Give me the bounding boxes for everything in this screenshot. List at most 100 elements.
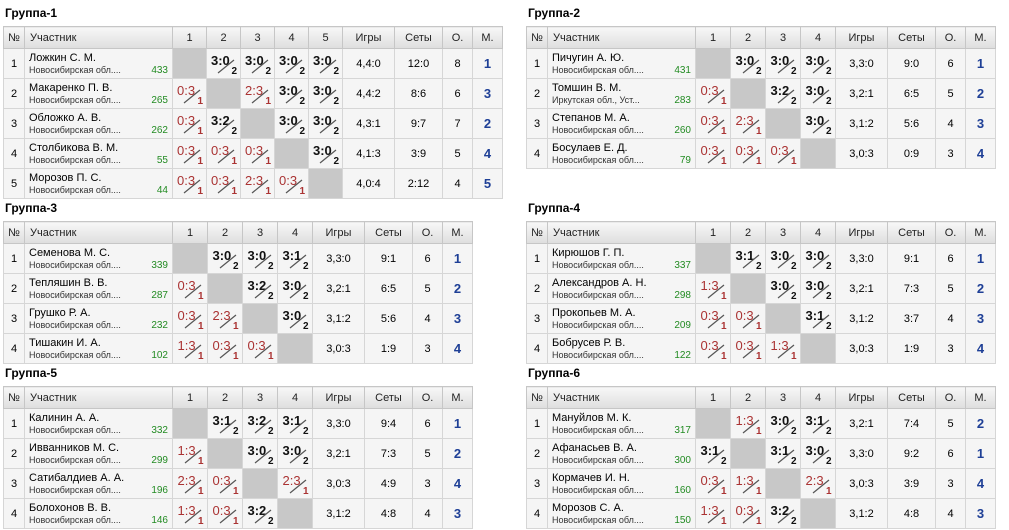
match-result[interactable]: 3:0 2 <box>800 108 836 139</box>
header-participant[interactable]: Участник <box>24 26 173 49</box>
match-result[interactable]: 0:3 1 <box>730 333 766 364</box>
header-place[interactable]: М. <box>965 386 996 409</box>
match-result[interactable]: 3:0 2 <box>765 273 801 304</box>
header-points[interactable]: О. <box>935 221 966 244</box>
header-place[interactable]: М. <box>965 221 996 244</box>
header-points[interactable]: О. <box>442 26 473 49</box>
header-participant[interactable]: Участник <box>24 386 173 409</box>
header-games[interactable]: Игры <box>312 386 365 409</box>
header-points[interactable]: О. <box>412 221 443 244</box>
player-cell[interactable]: Мануйлов М. К. Новосибирская обл.... 317 <box>547 408 696 439</box>
match-result[interactable]: 0:3 1 <box>207 498 243 529</box>
match-result[interactable]: 3:2 2 <box>242 273 278 304</box>
header-points[interactable]: О. <box>935 386 966 409</box>
player-cell[interactable]: Александров А. Н. Новосибирская обл.... 29… <box>547 273 696 304</box>
match-result[interactable]: 0:3 1 <box>172 108 207 139</box>
match-result[interactable]: 2:3 1 <box>207 303 243 334</box>
match-result[interactable]: 3:0 2 <box>800 48 836 79</box>
match-result[interactable]: 2:3 1 <box>172 468 208 499</box>
match-result[interactable]: 3:0 2 <box>274 78 309 109</box>
header-sets[interactable]: Сеты <box>364 386 413 409</box>
player-name[interactable]: Морозов П. С. <box>29 172 102 184</box>
player-cell[interactable]: Кормачев И. Н. Новосибирская обл.... 160 <box>547 468 696 499</box>
match-result[interactable]: 3:0 2 <box>240 48 275 79</box>
header-participant[interactable]: Участник <box>547 26 696 49</box>
match-result[interactable]: 3:1 2 <box>800 408 836 439</box>
match-result[interactable]: 3:0 2 <box>242 438 278 469</box>
player-name[interactable]: Александров А. Н. <box>552 277 647 289</box>
match-result[interactable]: 3:2 2 <box>765 78 801 109</box>
match-result[interactable]: 0:3 1 <box>172 273 208 304</box>
match-result[interactable]: 3:2 2 <box>242 498 278 529</box>
header-sets[interactable]: Сеты <box>394 26 443 49</box>
match-result[interactable]: 3:0 2 <box>730 48 766 79</box>
player-cell[interactable]: Степанов М. А. Новосибирская обл.... 260 <box>547 108 696 139</box>
player-name[interactable]: Степанов М. А. <box>552 112 630 124</box>
player-cell[interactable]: Тепляшин В. В. Новосибирская обл.... 287 <box>24 273 173 304</box>
match-result[interactable]: 0:3 1 <box>207 468 243 499</box>
match-result[interactable]: 0:3 1 <box>695 333 731 364</box>
player-cell[interactable]: Кирюшов Г. П. Новосибирская обл.... 337 <box>547 243 696 274</box>
match-result[interactable]: 3:0 2 <box>277 438 313 469</box>
match-result[interactable]: 3:0 2 <box>206 48 241 79</box>
header-sets[interactable]: Сеты <box>887 221 936 244</box>
match-result[interactable]: 3:0 2 <box>274 48 309 79</box>
match-result[interactable]: 0:3 1 <box>242 333 278 364</box>
header-participant[interactable]: Участник <box>547 386 696 409</box>
player-name[interactable]: Обложко А. В. <box>29 112 102 124</box>
player-cell[interactable]: Макаренко П. В. Новосибирская обл.... 265 <box>24 78 173 109</box>
player-name[interactable]: Столбикова В. М. <box>29 142 119 154</box>
player-name[interactable]: Макаренко П. В. <box>29 82 113 94</box>
match-result[interactable]: 1:3 1 <box>172 333 208 364</box>
player-cell[interactable]: Афанасьев В. А. Новосибирская обл.... 300 <box>547 438 696 469</box>
player-cell[interactable]: Сатибалдиев А. А. Новосибирская обл.... 19… <box>24 468 173 499</box>
player-name[interactable]: Болохонов В. В. <box>29 502 112 514</box>
match-result[interactable]: 1:3 1 <box>695 498 731 529</box>
match-result[interactable]: 2:3 1 <box>240 78 275 109</box>
player-name[interactable]: Калинин А. А. <box>29 412 100 424</box>
match-result[interactable]: 0:3 1 <box>695 78 731 109</box>
player-cell[interactable]: Прокопьев М. А. Новосибирская обл.... 209 <box>547 303 696 334</box>
player-cell[interactable]: Ивванников М. С. Новосибирская обл.... 299 <box>24 438 173 469</box>
player-cell[interactable]: Семенова М. С. Новосибирская обл.... 339 <box>24 243 173 274</box>
match-result[interactable]: 2:3 1 <box>277 468 313 499</box>
header-place[interactable]: М. <box>965 26 996 49</box>
player-name[interactable]: Кирюшов Г. П. <box>552 247 625 259</box>
player-cell[interactable]: Морозов П. С. Новосибирская обл.... 44 <box>24 168 173 199</box>
player-cell[interactable]: Босулаев Е. Д. Новосибирская обл.... 79 <box>547 138 696 169</box>
player-name[interactable]: Тишакин И. А. <box>29 337 101 349</box>
player-name[interactable]: Томшин В. М. <box>552 82 622 94</box>
match-result[interactable]: 1:3 1 <box>172 498 208 529</box>
match-result[interactable]: 0:3 1 <box>695 468 731 499</box>
match-result[interactable]: 3:0 2 <box>800 243 836 274</box>
match-result[interactable]: 3:1 2 <box>207 408 243 439</box>
match-result[interactable]: 3:2 2 <box>206 108 241 139</box>
match-result[interactable]: 3:0 2 <box>308 108 343 139</box>
player-name[interactable]: Бобрусев Р. В. <box>552 337 626 349</box>
match-result[interactable]: 3:0 2 <box>765 243 801 274</box>
match-result[interactable]: 3:0 2 <box>800 273 836 304</box>
match-result[interactable]: 3:1 2 <box>765 438 801 469</box>
match-result[interactable]: 3:0 2 <box>274 108 309 139</box>
header-games[interactable]: Игры <box>312 221 365 244</box>
match-result[interactable]: 1:3 1 <box>695 273 731 304</box>
match-result[interactable]: 3:1 2 <box>800 303 836 334</box>
header-points[interactable]: О. <box>935 26 966 49</box>
player-name[interactable]: Сатибалдиев А. А. <box>29 472 125 484</box>
match-result[interactable]: 3:0 2 <box>277 273 313 304</box>
header-games[interactable]: Игры <box>835 26 888 49</box>
match-result[interactable]: 3:0 2 <box>242 243 278 274</box>
player-name[interactable]: Ивванников М. С. <box>29 442 120 454</box>
player-cell[interactable]: Пичугин А. Ю. Новосибирская обл.... 431 <box>547 48 696 79</box>
player-name[interactable]: Ложкин С. М. <box>29 52 96 64</box>
header-games[interactable]: Игры <box>835 221 888 244</box>
header-sets[interactable]: Сеты <box>364 221 413 244</box>
match-result[interactable]: 3:0 2 <box>765 408 801 439</box>
match-result[interactable]: 2:3 1 <box>730 108 766 139</box>
player-cell[interactable]: Калинин А. А. Новосибирская обл.... 332 <box>24 408 173 439</box>
header-participant[interactable]: Участник <box>24 221 173 244</box>
match-result[interactable]: 0:3 1 <box>240 138 275 169</box>
player-cell[interactable]: Томшин В. М. Иркутская обл., Уст... 283 <box>547 78 696 109</box>
header-sets[interactable]: Сеты <box>887 386 936 409</box>
player-cell[interactable]: Бобрусев Р. В. Новосибирская обл.... 122 <box>547 333 696 364</box>
